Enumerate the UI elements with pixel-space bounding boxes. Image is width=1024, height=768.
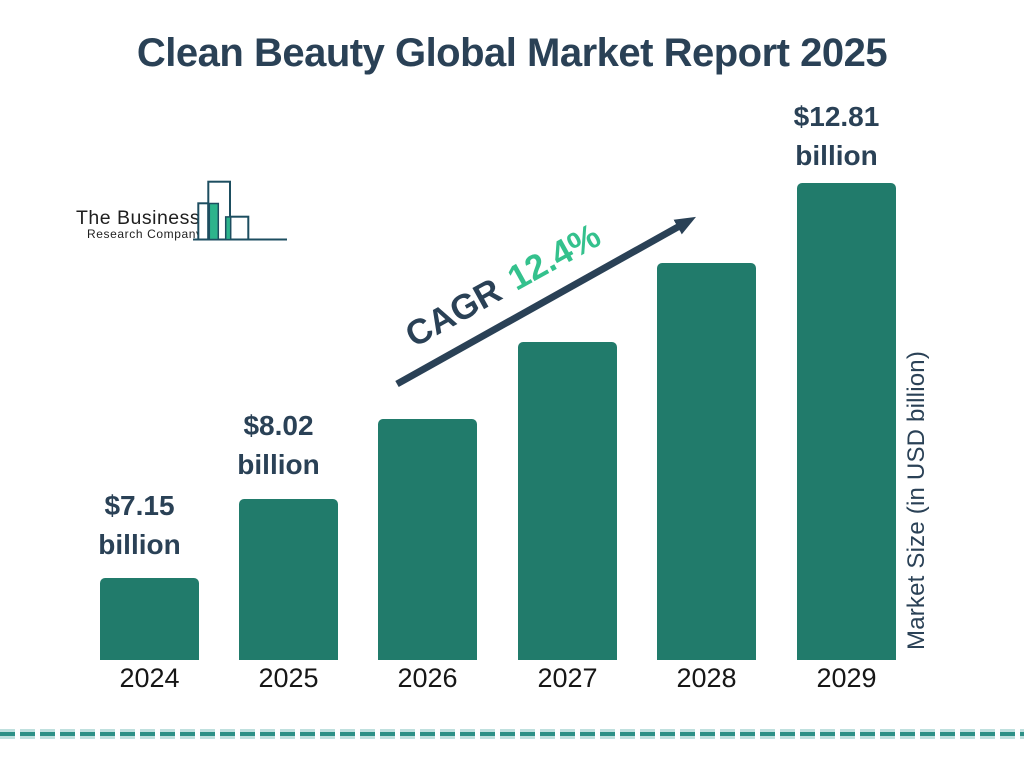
page-title: Clean Beauty Global Market Report 2025 [136, 31, 888, 75]
value-label-2029-line1: $12.81 [793, 101, 880, 132]
x-axis-label-2026: 2026 [397, 663, 458, 693]
x-axis-label-2025: 2025 [258, 663, 319, 693]
value-label-2024-line1: $7.15 [104, 490, 175, 521]
bar-2028 [657, 263, 756, 660]
value-label-2029-line2: billion [795, 140, 878, 171]
bar-2026 [378, 419, 477, 660]
bar-2024 [100, 578, 199, 660]
x-axis-label-2029: 2029 [816, 663, 877, 693]
bar-2027 [518, 342, 617, 660]
x-axis-label-2027: 2027 [537, 663, 598, 693]
logo-text-line1: The Business [76, 207, 200, 229]
value-label-2024-line2: billion [98, 529, 181, 560]
trend-arrow [395, 216, 696, 388]
x-axis-label-2028: 2028 [676, 663, 737, 693]
company-logo: The Business Research Company [76, 180, 287, 241]
arrow-shaft [395, 216, 696, 388]
value-label-2029: $12.81 billion [747, 97, 927, 175]
bottom-dashed-line-core [0, 732, 1024, 736]
y-axis-label: Market Size (in USD billion) [903, 350, 930, 650]
value-label-2024: $7.15 billion [50, 486, 230, 564]
bar-2025 [239, 499, 338, 660]
logo-bars-icon [193, 180, 287, 241]
value-label-2025-line1: $8.02 [243, 410, 314, 441]
logo-text-line2: Research Company [87, 227, 203, 241]
value-label-2025-line2: billion [237, 449, 320, 480]
bar-2029 [797, 183, 896, 660]
value-label-2025: $8.02 billion [189, 406, 369, 484]
x-axis-label-2024: 2024 [119, 663, 180, 693]
